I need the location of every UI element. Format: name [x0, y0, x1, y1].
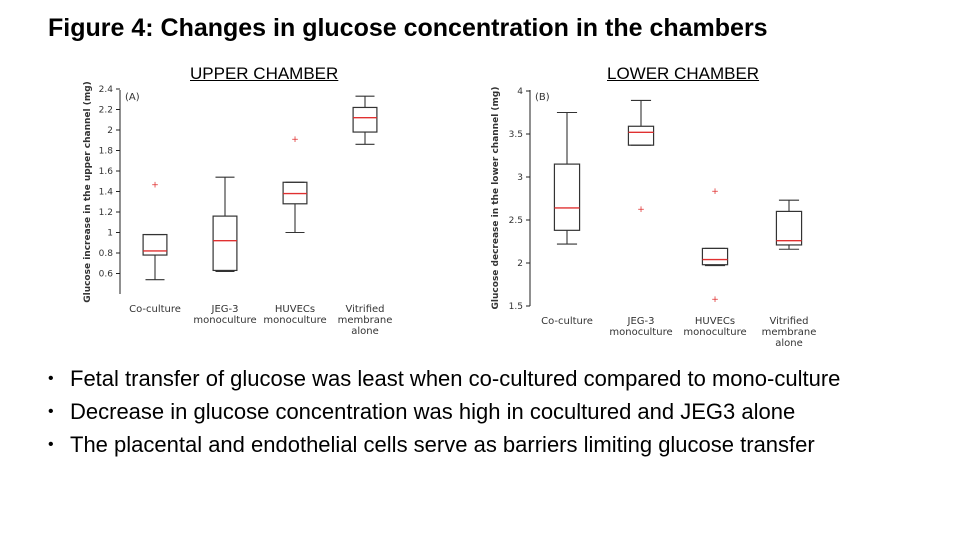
outlier-marker: +	[637, 205, 645, 215]
box	[775, 210, 803, 246]
bullet-item: • The placental and endothelial cells ser…	[46, 428, 926, 461]
y-tick-label: 0.6	[99, 270, 114, 280]
bullet-text: Decrease in glucose concentration was hi…	[70, 399, 796, 424]
y-tick-label: 1.5	[509, 302, 523, 312]
y-tick-label: 3.5	[509, 130, 523, 140]
x-category-label: HUVECs	[695, 316, 735, 327]
y-tick-label: 1.6	[99, 167, 114, 177]
x-category-label: monoculture	[609, 327, 672, 338]
outlier-marker: +	[291, 135, 299, 145]
bullet-text: The placental and endothelial cells serv…	[70, 432, 815, 457]
x-category-label: Co-culture	[541, 316, 593, 327]
x-category-label: HUVECs	[275, 304, 315, 315]
x-category-label: monoculture	[263, 315, 326, 326]
bullet-dot-icon: •	[48, 370, 54, 387]
y-tick-label: 1.2	[99, 208, 113, 218]
outlier-marker: +	[711, 187, 719, 197]
outlier-marker: +	[151, 180, 159, 190]
x-category-label: monoculture	[683, 327, 746, 338]
slide-title: Figure 4: Changes in glucose concentrati…	[48, 14, 768, 42]
lower-chamber-boxplot: 1.5 2 2.5 3 3.5 4 (B) Glucose decrease in the l…	[491, 87, 817, 349]
bullet-list: • Fetal transfer of glucose was least whe…	[46, 362, 926, 461]
upper-chamber-boxplot: 0.6 0.8 1 1.2 1.4 1.6 1.8 2 2.2 2.4 (A) Glucose inc…	[83, 81, 393, 337]
box	[627, 125, 655, 146]
x-category-label: Vitrified	[345, 304, 384, 315]
x-category-label: membrane	[338, 315, 393, 326]
bullet-dot-icon: •	[48, 403, 54, 420]
bullet-text: Fetal transfer of glucose was least when…	[70, 366, 841, 391]
y-axis-title: Glucose decrease in the lower channel (m…	[491, 87, 501, 310]
y-tick-label: 1	[107, 229, 113, 239]
box	[701, 247, 729, 266]
bullet-item: • Decrease in glucose concentration was h…	[46, 395, 926, 428]
y-tick-label: 2	[107, 126, 113, 136]
y-tick-label: 2.2	[99, 106, 113, 116]
y-tick-label: 2	[517, 259, 523, 269]
box	[212, 215, 238, 272]
upper-chamber-heading: UPPER CHAMBER	[190, 64, 339, 83]
box	[142, 233, 168, 256]
lower-chamber-heading: LOWER CHAMBER	[607, 64, 760, 83]
y-tick-label: 3	[517, 173, 523, 183]
y-tick-label: 1.8	[99, 147, 114, 157]
box	[352, 106, 378, 133]
x-category-label: alone	[775, 338, 803, 349]
bullet-item: • Fetal transfer of glucose was least whe…	[46, 362, 926, 395]
y-tick-label: 1.4	[99, 188, 114, 198]
panel-letter: (B)	[535, 92, 550, 103]
bullet-dot-icon: •	[48, 436, 54, 453]
x-category-label: monoculture	[193, 315, 256, 326]
x-category-label: alone	[351, 326, 379, 337]
panel-letter: (A)	[125, 92, 140, 103]
x-category-label: Co-culture	[129, 304, 181, 315]
x-category-label: JEG-3	[627, 316, 655, 327]
y-tick-label: 4	[517, 87, 523, 97]
y-tick-label: 2.5	[509, 216, 523, 226]
x-category-label: JEG-3	[211, 304, 239, 315]
x-category-label: Vitrified	[769, 316, 808, 327]
box	[553, 163, 581, 231]
outlier-marker: +	[711, 295, 719, 305]
y-axis-title: Glucose increase in the upper channel (m…	[83, 81, 93, 303]
y-tick-label: 0.8	[99, 249, 114, 259]
y-tick-label: 2.4	[99, 85, 114, 95]
x-category-label: membrane	[762, 327, 817, 338]
